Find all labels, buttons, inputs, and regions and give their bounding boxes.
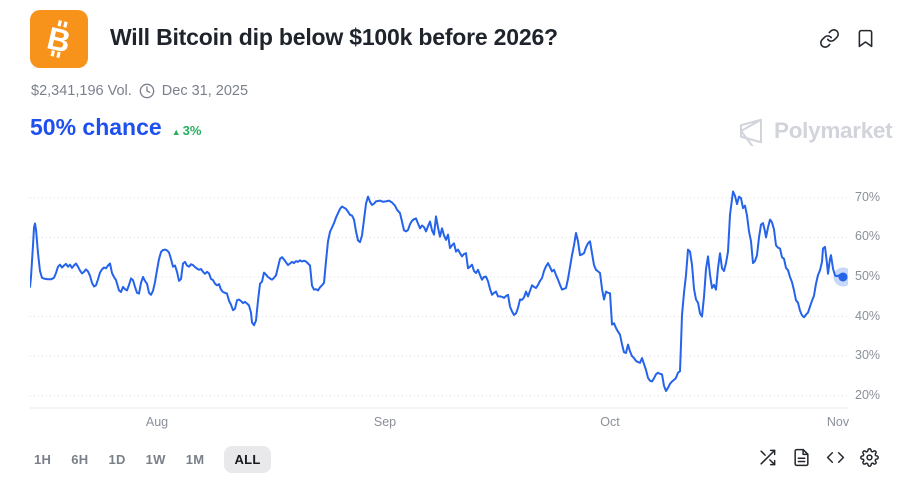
link-icon [820, 29, 839, 48]
bookmark-icon [858, 29, 873, 48]
polymarket-watermark: Polymarket [736, 116, 893, 146]
polymarket-logo-icon [740, 118, 762, 146]
copy-link-button[interactable] [819, 28, 840, 49]
shuffle-icon [760, 449, 776, 466]
timeframe-1w[interactable]: 1W [145, 452, 166, 467]
y-tick-label: 30% [855, 348, 881, 363]
chance-row: 50% chance ▲ 3% [30, 114, 201, 141]
price-line [30, 190, 844, 392]
chance-change-value: 3% [182, 123, 202, 138]
market-meta: $2,341,196 Vol. Dec 31, 2025 [31, 83, 248, 99]
timeframe-1m[interactable]: 1M [185, 452, 205, 467]
timeframe-all[interactable]: ALL [224, 446, 271, 473]
y-tick-label: 70% [855, 189, 881, 204]
chance-change-badge: ▲ 3% [172, 123, 202, 138]
shuffle-button[interactable] [758, 448, 777, 467]
x-tick-label: Aug [145, 415, 169, 429]
end-date-text: Dec 31, 2025 [161, 83, 249, 99]
chance-value: 50% chance [30, 114, 162, 140]
volume-text: $2,341,196 Vol. [31, 83, 132, 99]
x-tick-label: Oct [600, 415, 620, 429]
timeframe-1h[interactable]: 1H [34, 452, 52, 467]
polymarket-wordmark: Polymarket [774, 118, 893, 143]
x-tick-label: Nov [826, 415, 850, 429]
bitcoin-icon: B [30, 10, 88, 68]
bitcoin-b-glyph: B [44, 19, 74, 59]
rules-button[interactable] [792, 448, 811, 467]
y-tick-label: 50% [855, 268, 881, 283]
y-tick-label: 60% [855, 229, 881, 244]
settings-icon [860, 448, 879, 467]
end-dot [838, 272, 848, 282]
chart-toolbar [758, 448, 879, 467]
clock-icon [139, 83, 155, 99]
timeframe-1d[interactable]: 1D [108, 452, 126, 467]
document-icon [794, 448, 809, 467]
timeframe-6h[interactable]: 6H [71, 452, 89, 467]
svg-text:B: B [44, 19, 74, 59]
code-icon [826, 451, 845, 464]
embed-button[interactable] [826, 448, 845, 467]
header-actions [819, 28, 876, 49]
y-tick-label: 40% [855, 308, 881, 323]
x-tick-label: Sep [373, 415, 397, 429]
price-chart[interactable] [30, 181, 848, 413]
up-triangle-icon: ▲ [171, 127, 181, 137]
page-title: Will Bitcoin dip below $100k before 2026… [110, 24, 558, 50]
settings-button[interactable] [860, 448, 879, 467]
bookmark-button[interactable] [855, 28, 876, 49]
timeframe-selector: 1H 6H 1D 1W 1M ALL [34, 446, 271, 473]
y-tick-label: 20% [855, 387, 881, 402]
